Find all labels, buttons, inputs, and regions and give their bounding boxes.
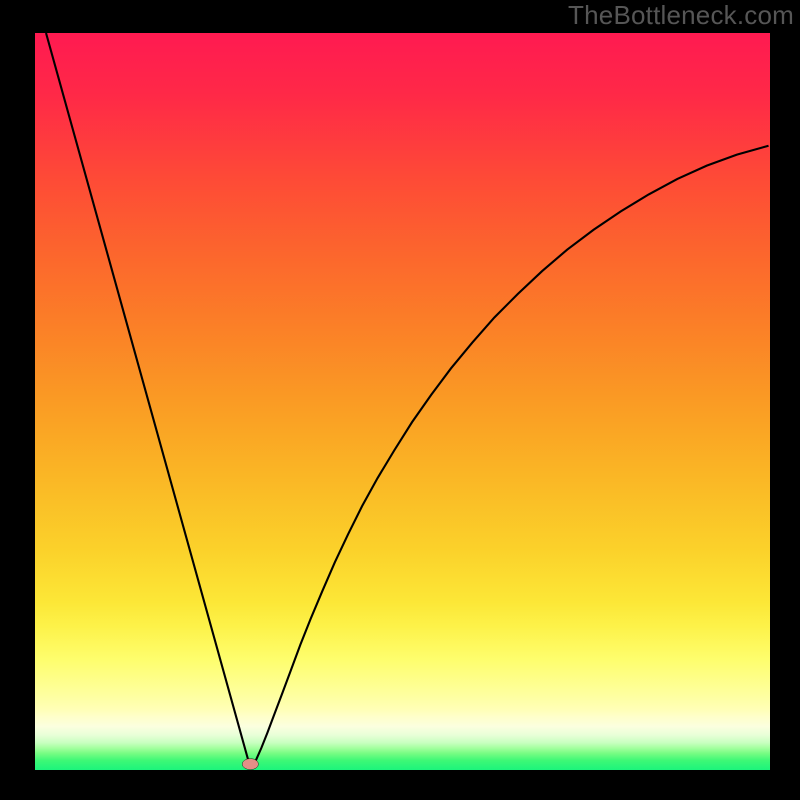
- plot-area: [35, 33, 770, 770]
- chart-background: [35, 33, 770, 770]
- chart-svg: [35, 33, 770, 770]
- watermark-text: TheBottleneck.com: [568, 0, 794, 31]
- min-marker: [242, 759, 258, 770]
